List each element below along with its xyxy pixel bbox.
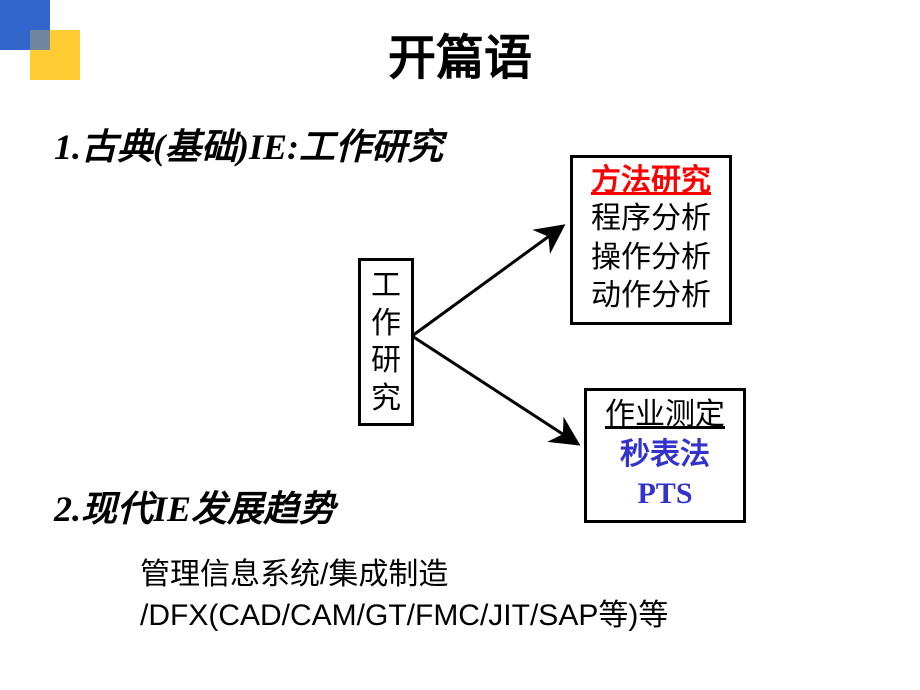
modern-ie-description: 管理信息系统/集成制造 /DFX(CAD/CAM/GT/FMC/JIT/SAP等… xyxy=(140,555,668,636)
modern-ie-line-2: /DFX(CAD/CAM/GT/FMC/JIT/SAP等)等 xyxy=(140,596,668,637)
heading-modern-ie: 2.现代IE发展趋势 xyxy=(54,480,335,532)
arrow-to-method-study xyxy=(412,226,563,336)
arrow-to-work-measurement xyxy=(412,336,578,444)
modern-ie-line-1: 管理信息系统/集成制造 xyxy=(140,555,668,596)
